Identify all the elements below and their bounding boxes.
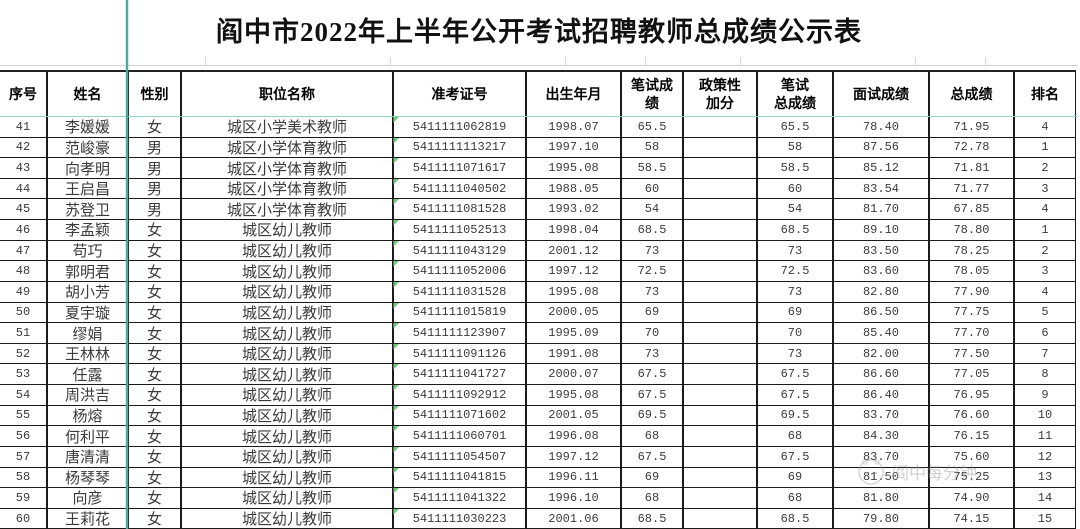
svg-text:阎中每分钟: 阎中每分钟 [892, 464, 977, 483]
